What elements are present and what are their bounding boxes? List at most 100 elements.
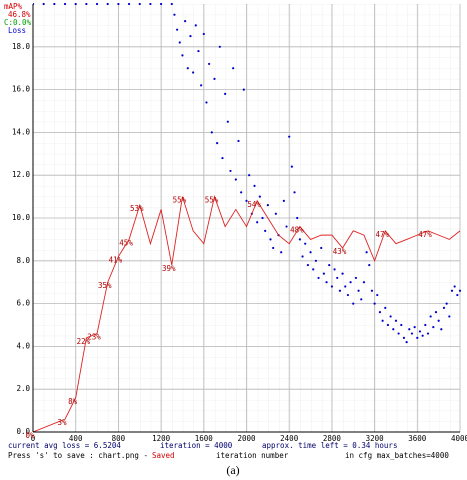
loss-point bbox=[85, 3, 88, 6]
loss-point bbox=[309, 251, 312, 254]
x-tick-label: 800 bbox=[112, 434, 126, 443]
loss-point bbox=[386, 323, 390, 327]
loss-point bbox=[432, 326, 435, 329]
map-label: 45% bbox=[119, 238, 133, 247]
loss-point bbox=[450, 289, 454, 292]
loss-point bbox=[253, 184, 256, 187]
status-time: approx. time left = 0.34 hours bbox=[262, 441, 397, 450]
loss-point bbox=[320, 246, 323, 250]
x-tick-label: 1200 bbox=[152, 434, 171, 443]
loss-point bbox=[322, 272, 325, 275]
loss-point bbox=[426, 332, 430, 335]
legend-map: mAP% bbox=[4, 2, 23, 11]
legend-loss: Loss bbox=[8, 26, 26, 35]
y-tick-label: 0.0 bbox=[16, 427, 30, 436]
loss-point bbox=[170, 3, 173, 6]
loss-point bbox=[280, 251, 283, 254]
loss-point bbox=[349, 281, 352, 284]
loss-point bbox=[95, 3, 99, 6]
loss-point bbox=[266, 204, 269, 207]
map-label: 48% bbox=[290, 226, 304, 235]
loss-point bbox=[200, 84, 203, 87]
x-tick-label: 1600 bbox=[195, 434, 214, 443]
loss-point bbox=[53, 3, 56, 6]
loss-point bbox=[354, 276, 358, 280]
loss-point bbox=[389, 315, 392, 318]
loss-point bbox=[365, 251, 368, 254]
loss-point bbox=[416, 336, 419, 339]
loss-point bbox=[258, 195, 261, 198]
x-tick-label: 2000 bbox=[237, 434, 256, 443]
loss-point bbox=[186, 67, 189, 70]
loss-point bbox=[424, 323, 427, 327]
x-tick-label: 3200 bbox=[366, 434, 385, 443]
loss-point bbox=[290, 165, 293, 168]
loss-point bbox=[242, 88, 245, 91]
legend-class: C:0.0% bbox=[4, 18, 32, 27]
y-tick-label: 4.0 bbox=[16, 341, 30, 350]
loss-point bbox=[384, 306, 387, 309]
loss-point bbox=[429, 315, 432, 318]
map-label: 47% bbox=[376, 230, 390, 239]
loss-point bbox=[181, 54, 184, 57]
loss-point bbox=[317, 276, 320, 280]
loss-point bbox=[176, 28, 179, 31]
loss-point bbox=[440, 328, 443, 331]
map-label: 55% bbox=[173, 196, 187, 205]
map-label: 23% bbox=[87, 333, 101, 342]
loss-point bbox=[160, 3, 163, 6]
loss-point bbox=[282, 199, 285, 202]
loss-point bbox=[352, 302, 355, 305]
x-tick-label: 2800 bbox=[323, 434, 342, 443]
map-label: 55% bbox=[205, 196, 219, 205]
map-label: 35% bbox=[98, 281, 112, 290]
loss-point bbox=[256, 221, 259, 224]
map-label: 54% bbox=[247, 200, 261, 209]
loss-point bbox=[232, 67, 235, 70]
loss-point bbox=[325, 281, 328, 284]
saved: Saved bbox=[152, 451, 175, 460]
y-tick-label: 12.0 bbox=[12, 170, 31, 179]
loss-point bbox=[413, 326, 416, 329]
loss-point bbox=[330, 285, 333, 288]
loss-point bbox=[202, 32, 205, 36]
loss-point bbox=[301, 255, 304, 258]
loss-point bbox=[285, 225, 288, 228]
map-label: 39% bbox=[162, 264, 176, 273]
loss-point bbox=[63, 3, 67, 6]
loss-point bbox=[178, 41, 181, 44]
loss-point bbox=[106, 3, 109, 6]
loss-point bbox=[210, 131, 213, 134]
x-tick-label: 400 bbox=[69, 434, 83, 443]
loss-point bbox=[189, 35, 192, 38]
loss-point bbox=[293, 191, 296, 194]
loss-point bbox=[74, 3, 77, 6]
loss-point bbox=[397, 332, 400, 335]
loss-point bbox=[341, 272, 344, 275]
loss-point bbox=[240, 191, 243, 194]
loss-point bbox=[312, 268, 315, 271]
x-tick-label: 0 bbox=[31, 434, 36, 443]
loss-point bbox=[408, 328, 411, 331]
x-tick-label: 3600 bbox=[408, 434, 427, 443]
loss-point bbox=[362, 281, 366, 284]
loss-point bbox=[458, 289, 461, 292]
loss-point bbox=[344, 285, 347, 288]
loss-point bbox=[381, 319, 384, 322]
loss-point bbox=[357, 289, 360, 292]
max-batches: in cfg max_batches=4000 bbox=[345, 451, 449, 460]
loss-point bbox=[197, 49, 200, 53]
loss-point bbox=[346, 293, 350, 297]
loss-point bbox=[213, 77, 216, 80]
loss-point bbox=[400, 323, 403, 327]
loss-point bbox=[272, 246, 275, 250]
loss-point bbox=[306, 263, 309, 267]
loss-point bbox=[42, 3, 45, 6]
loss-point bbox=[296, 216, 299, 220]
map-label: 43% bbox=[333, 247, 347, 256]
status-iteration: iteration = 4000 bbox=[160, 441, 233, 450]
loss-point bbox=[421, 334, 424, 337]
loss-point bbox=[314, 259, 317, 262]
loss-point bbox=[445, 302, 448, 305]
